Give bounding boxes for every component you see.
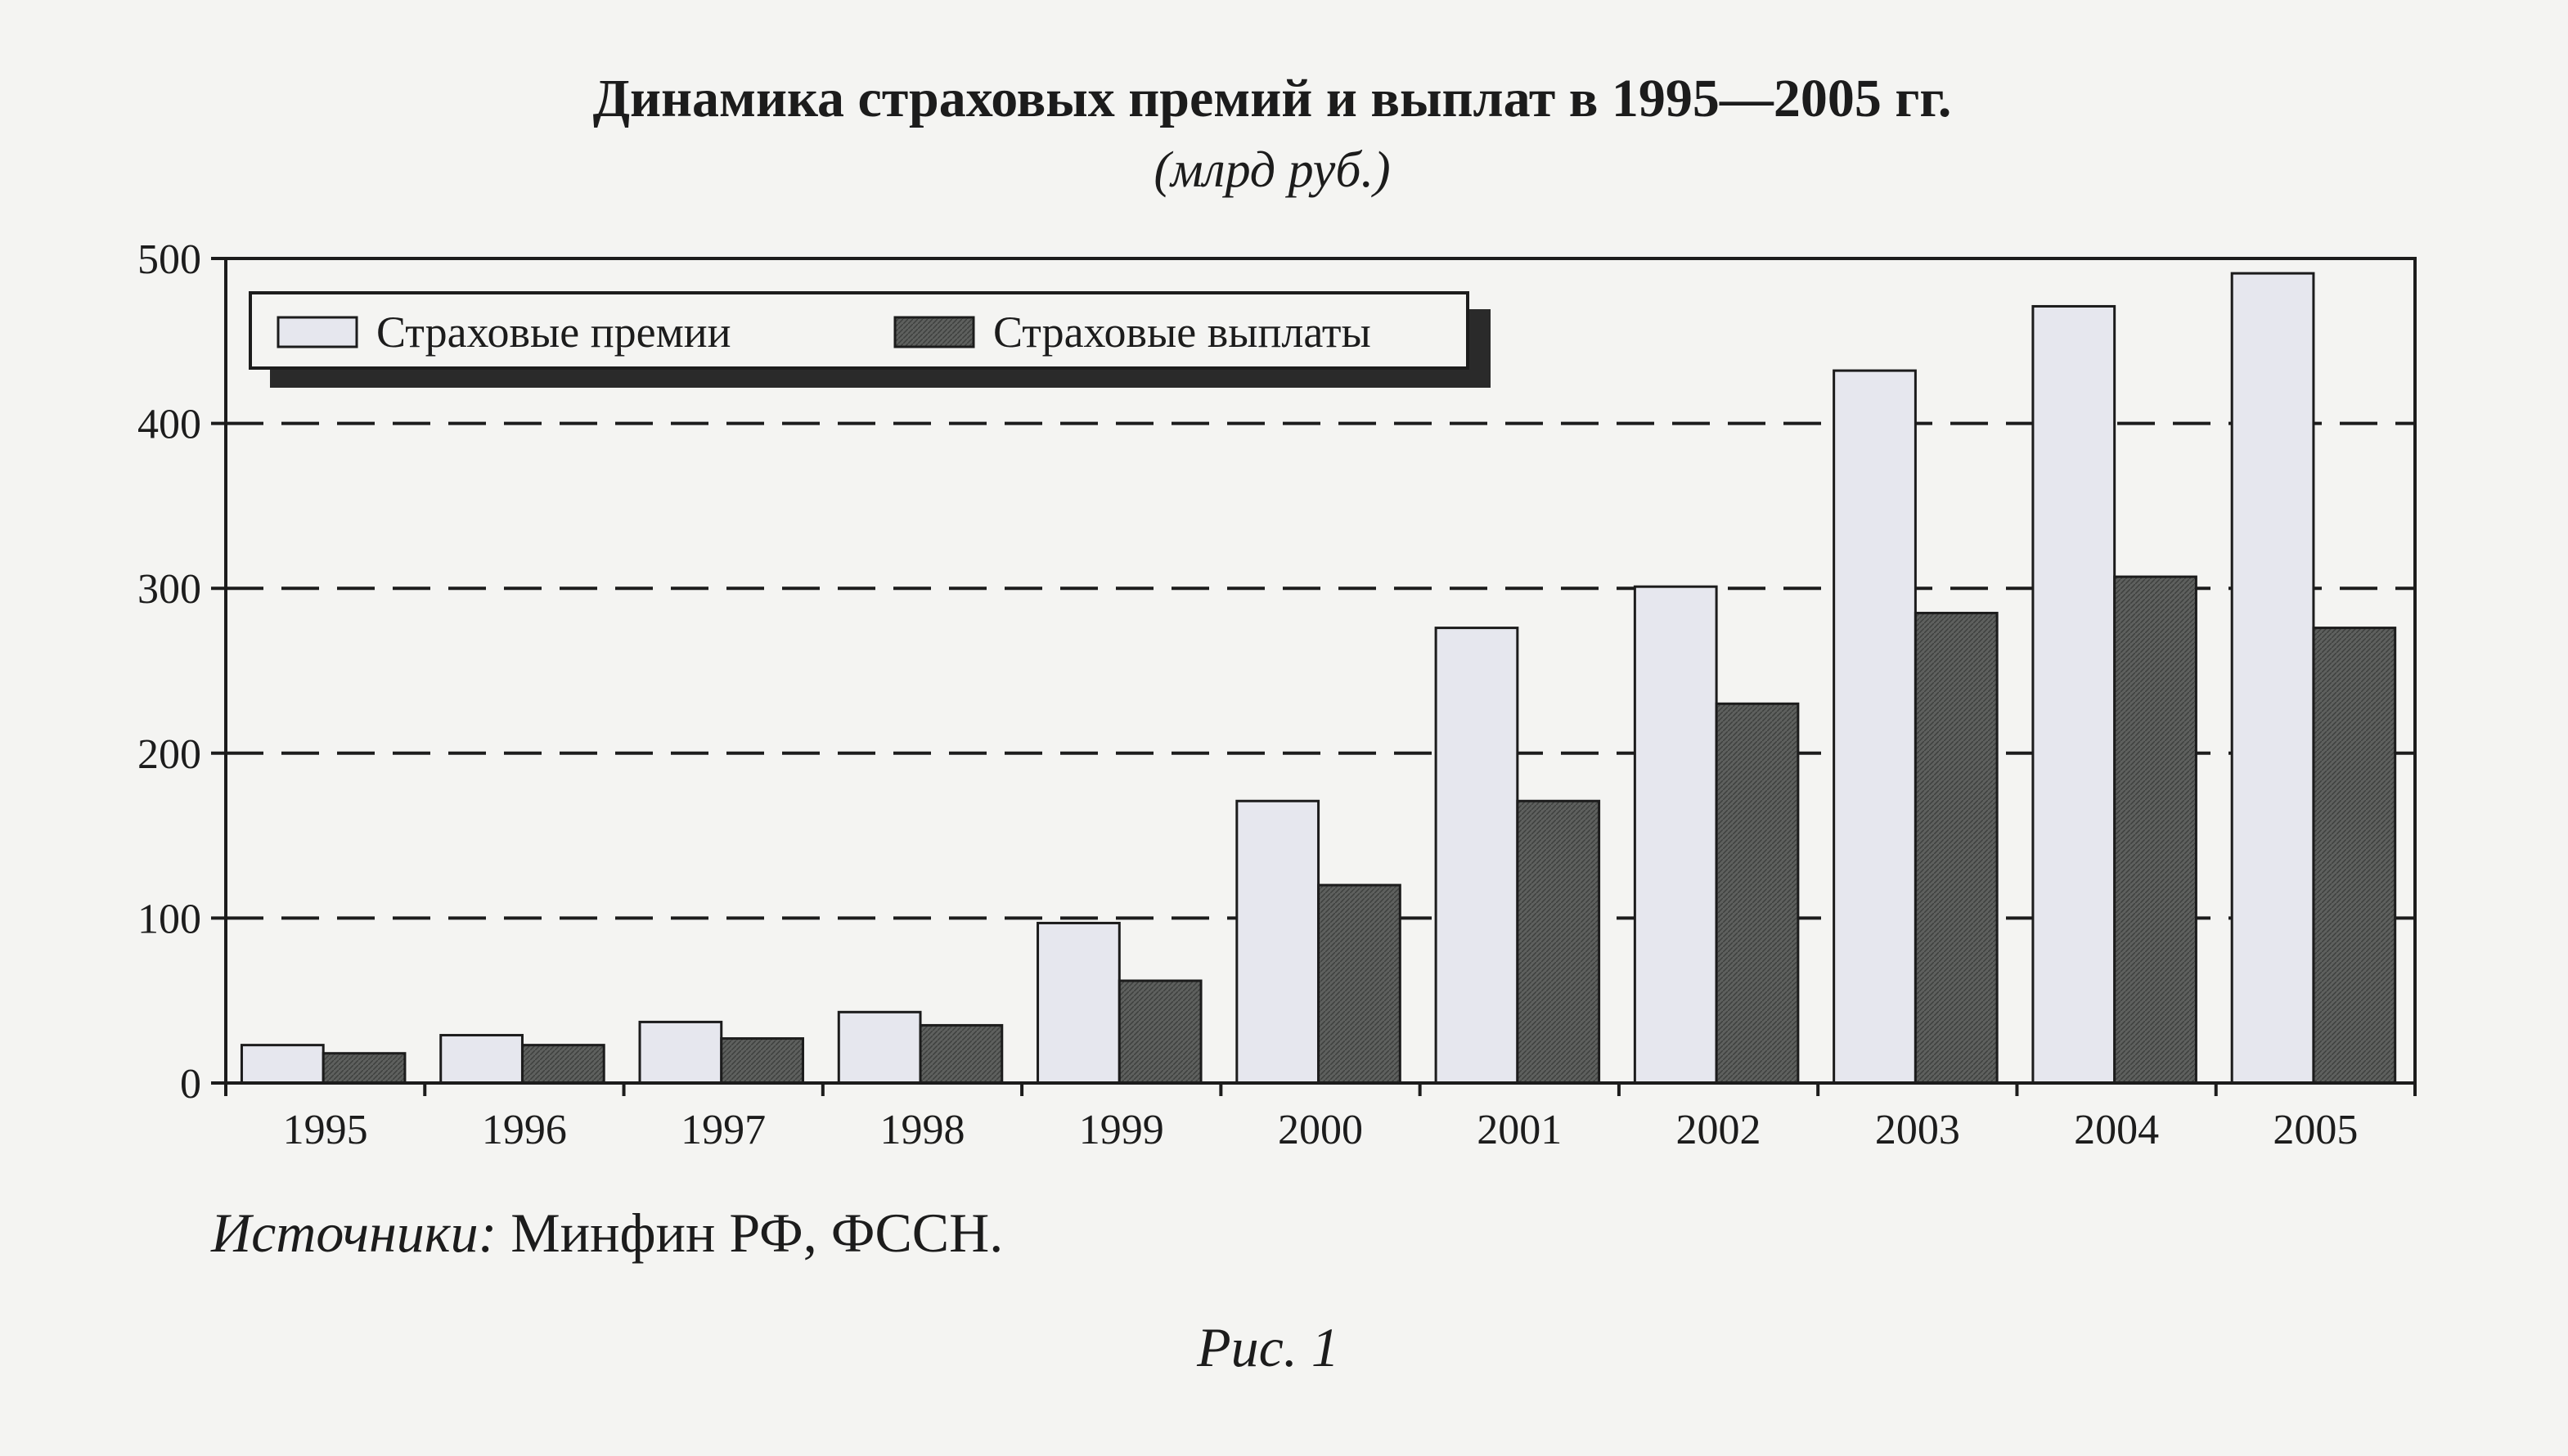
chart-title: Динамика страховых премий и выплат в 199… xyxy=(593,69,1952,128)
x-tick-label: 2004 xyxy=(2074,1107,2159,1153)
bar-premiums xyxy=(1037,921,1121,1085)
source-label: Источники: xyxy=(210,1202,497,1264)
bar-premiums xyxy=(1434,627,1519,1085)
bar-payouts xyxy=(2113,575,2197,1085)
bar-premiums xyxy=(1633,585,1718,1085)
x-tick-label: 2001 xyxy=(1477,1107,1562,1153)
legend-box xyxy=(249,291,1469,370)
legend-swatch-premiums xyxy=(277,316,358,348)
bars xyxy=(240,272,2397,1085)
x-tick-label: 1998 xyxy=(879,1107,965,1153)
bar-payouts xyxy=(2312,627,2397,1085)
bar-payouts xyxy=(720,1037,804,1085)
y-tick-label: 0 xyxy=(180,1061,201,1108)
x-tick-label: 2005 xyxy=(2273,1107,2358,1153)
bar-payouts xyxy=(520,1044,605,1085)
legend-label-payouts: Страховые выплаты xyxy=(993,308,1371,357)
x-tick-labels: 1995 1996 1997 1998 1999 2000 2001 2002 2003 2004… xyxy=(283,1107,2359,1153)
bar-payouts xyxy=(1516,799,1601,1085)
axes xyxy=(211,257,2417,1096)
y-tick-label: 200 xyxy=(137,731,201,778)
bar-premiums xyxy=(1833,369,1917,1085)
x-tick-label: 1997 xyxy=(681,1107,766,1153)
bar-payouts xyxy=(1317,883,1401,1085)
bar-premiums xyxy=(240,1044,325,1085)
bar-payouts xyxy=(1914,611,1999,1085)
x-tick-label: 2000 xyxy=(1278,1107,1363,1153)
x-tick-label: 2003 xyxy=(1875,1107,1960,1153)
x-tick-label: 2002 xyxy=(1676,1107,1761,1153)
source-note: Источники: Минфин РФ, ФССН. xyxy=(210,1202,1003,1264)
legend-label-premiums: Страховые премии xyxy=(376,308,731,357)
bar-premiums xyxy=(837,1010,922,1085)
bar-premiums xyxy=(439,1034,524,1085)
bar-payouts xyxy=(1715,702,1800,1085)
bar-premiums xyxy=(1235,799,1320,1085)
y-tick-label: 100 xyxy=(137,896,201,942)
legend: Страховые премии Страховые выплаты xyxy=(249,291,1491,388)
bar-premiums xyxy=(2230,272,2315,1085)
bar-premiums xyxy=(638,1020,723,1085)
x-tick-label: 1996 xyxy=(482,1107,567,1153)
x-tick-label: 1999 xyxy=(1079,1107,1164,1153)
bar-premiums xyxy=(2031,304,2116,1085)
y-tick-label: 300 xyxy=(137,566,201,613)
figure-label: Рис. 1 xyxy=(1196,1316,1339,1378)
y-tick-labels: 0 100 200 300 400 500 xyxy=(137,236,201,1108)
bar-payouts xyxy=(322,1052,407,1085)
chart-subtitle: (млрд руб.) xyxy=(1154,142,1390,198)
bar-payouts xyxy=(1118,979,1203,1085)
source-text: Минфин РФ, ФССН. xyxy=(497,1202,1003,1264)
bar-payouts xyxy=(919,1023,1004,1085)
y-tick-label: 500 xyxy=(137,236,201,283)
y-tick-label: 400 xyxy=(137,402,201,448)
legend-swatch-payouts xyxy=(893,316,975,348)
x-tick-label: 1995 xyxy=(283,1107,368,1153)
plot-frame xyxy=(224,257,2417,1085)
